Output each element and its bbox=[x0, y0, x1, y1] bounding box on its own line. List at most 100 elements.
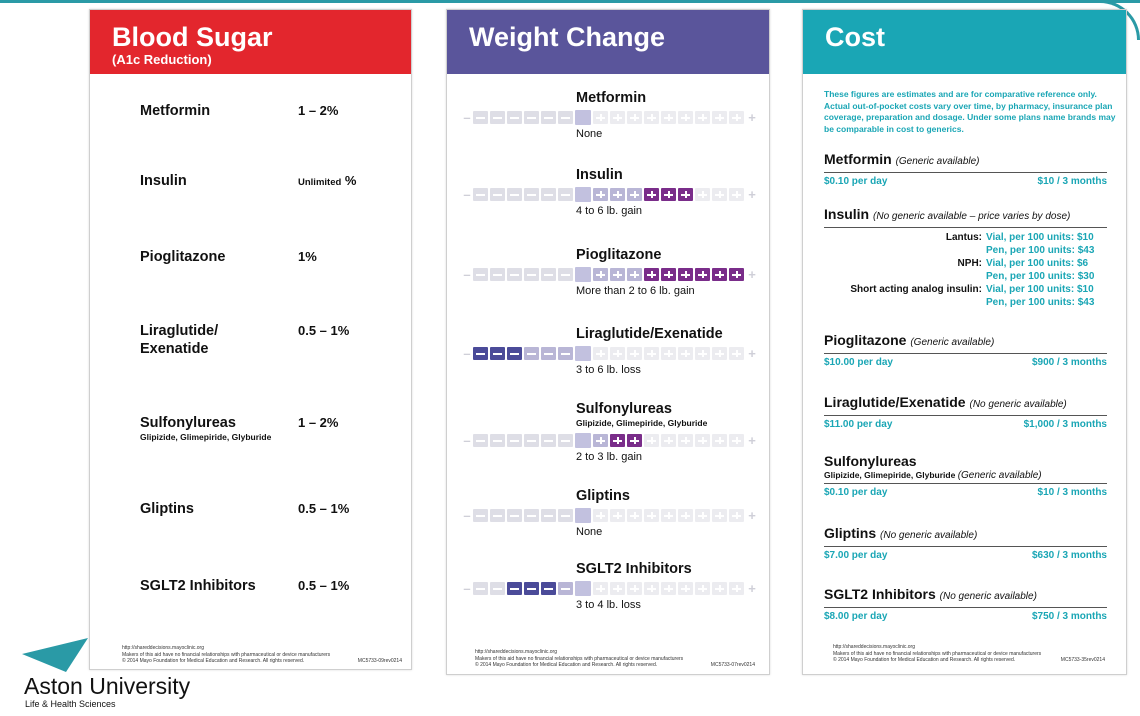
cost-drug-label: Pioglitazone bbox=[824, 332, 907, 348]
center-marker bbox=[575, 267, 591, 282]
minus-square bbox=[524, 268, 539, 281]
bs-value: 0.5 – 1% bbox=[298, 578, 350, 593]
cost-per-3mo: $750 / 3 months bbox=[1031, 611, 1107, 622]
aston-university-logo: Aston University Life & Health Sciences bbox=[22, 638, 212, 716]
bs-value: 1% bbox=[298, 249, 317, 264]
cost-drug-label: Gliptins bbox=[824, 525, 877, 541]
cost-row-liraglutide: Liraglutide/Exenatide (No generic availa… bbox=[824, 394, 1107, 430]
footer-code: MC5733-09rev0214 bbox=[357, 658, 402, 664]
plus-square bbox=[712, 582, 727, 595]
minus-square bbox=[541, 111, 556, 124]
plus-square bbox=[712, 188, 727, 201]
plus-square bbox=[695, 111, 710, 124]
bs-drug-name: Gliptins bbox=[140, 501, 194, 517]
bs-drug-sub: Glipizide, Glimepiride, Glyburide bbox=[140, 432, 272, 442]
minus-square bbox=[490, 268, 505, 281]
minus-square bbox=[507, 111, 522, 124]
minus-square bbox=[558, 188, 573, 201]
bs-value: 1 – 2% bbox=[298, 415, 339, 430]
cost-row-metformin: Metformin (Generic available) $0.10 per … bbox=[824, 151, 1107, 187]
insulin-row-nph: NPH: Vial, per 100 units: $6 bbox=[824, 257, 1107, 270]
bs-value-suffix: % bbox=[344, 173, 357, 188]
scale-minus-end: – bbox=[463, 187, 471, 202]
plus-square bbox=[729, 509, 744, 522]
insulin-row-short: Short acting analog insulin: Vial, per 10… bbox=[824, 283, 1107, 296]
plus-square bbox=[729, 582, 744, 595]
minus-square bbox=[541, 188, 556, 201]
weight-scale: – + bbox=[461, 187, 761, 202]
plus-square bbox=[627, 509, 642, 522]
insulin-row-lantus: Lantus: Vial, per 100 units: $10 bbox=[824, 231, 1107, 244]
cost-generic: (No generic available) bbox=[969, 399, 1067, 410]
plus-square bbox=[644, 188, 659, 201]
plus-square bbox=[610, 111, 625, 124]
scale-minus-end: – bbox=[463, 110, 471, 125]
wc-drug-name: Insulin bbox=[576, 167, 623, 183]
cost-sub-label: Glipizide, Glimepiride, Glyburide bbox=[824, 470, 956, 480]
wc-row: Liraglutide/Exenatide – +3 to 6 lb. loss bbox=[461, 325, 761, 385]
plus-square bbox=[695, 347, 710, 360]
plus-square bbox=[712, 268, 727, 281]
bs-drug-name-line1: Liraglutide/ bbox=[140, 323, 219, 339]
footer-code: MC5733-07rev0214 bbox=[710, 662, 755, 668]
plus-square bbox=[678, 509, 693, 522]
scale-plus-end: + bbox=[748, 508, 756, 523]
footer-copyright: © 2014 Mayo Foundation for Medical Educa… bbox=[833, 657, 1016, 663]
plus-square bbox=[729, 111, 744, 124]
cost-per-day: $11.00 per day bbox=[824, 419, 893, 430]
weight-scale: – + bbox=[461, 267, 761, 282]
plus-square bbox=[661, 434, 676, 447]
bs-value: 0.5 – 1% bbox=[298, 323, 350, 338]
footer-disclaimer: Makers of this aid have no financial rel… bbox=[475, 655, 684, 662]
plus-square bbox=[661, 347, 676, 360]
wc-change-desc: 2 to 3 lb. gain bbox=[576, 451, 643, 463]
cost-prices: $0.10 per day $10 / 3 months bbox=[824, 487, 1107, 498]
cost-drug-name: Metformin (Generic available) bbox=[824, 151, 1107, 170]
cost-divider bbox=[824, 172, 1107, 173]
wc-row: SGLT2 Inhibitors – +3 to 4 lb. loss bbox=[461, 560, 761, 620]
minus-square bbox=[558, 582, 573, 595]
plus-square bbox=[729, 188, 744, 201]
weight-scale: – + bbox=[461, 110, 761, 125]
blood-sugar-footer: http://shareddecisions.mayoclinic.org Ma… bbox=[122, 645, 402, 665]
insulin-type: Short acting analog insulin: bbox=[850, 284, 982, 295]
wc-drug-name: Pioglitazone bbox=[576, 247, 662, 263]
blood-sugar-title: Blood Sugar bbox=[112, 22, 273, 52]
wc-change-desc: 4 to 6 lb. gain bbox=[576, 205, 643, 217]
cost-generic: (Generic available) bbox=[910, 337, 995, 348]
minus-square bbox=[490, 509, 505, 522]
plus-square bbox=[593, 268, 608, 281]
cost-prices: $8.00 per day $750 / 3 months bbox=[824, 611, 1107, 622]
plus-square bbox=[695, 188, 710, 201]
plus-square bbox=[593, 509, 608, 522]
wc-drug-name: Sulfonylureas bbox=[576, 401, 672, 417]
minus-square bbox=[541, 347, 556, 360]
plus-square bbox=[627, 188, 642, 201]
scale-plus-end: + bbox=[748, 346, 756, 361]
weight-scale: – + bbox=[461, 581, 761, 596]
wc-change-desc: 3 to 6 lb. loss bbox=[576, 364, 641, 376]
minus-square bbox=[507, 582, 522, 595]
cost-per-day: $0.10 per day bbox=[824, 176, 888, 187]
cost-divider bbox=[824, 483, 1107, 484]
minus-square bbox=[558, 434, 573, 447]
weight-change-header: Weight Change bbox=[447, 10, 769, 74]
cost-per-day: $8.00 per day bbox=[824, 611, 888, 622]
plus-square bbox=[610, 347, 625, 360]
weight-change-card: Weight Change Metformin – + None Insulin – +4 … bbox=[446, 9, 770, 675]
wc-change-desc: None bbox=[576, 526, 603, 538]
cost-row-sulfonylureas: Sulfonylureas Glipizide, Glimepiride, Gl… bbox=[824, 453, 1107, 498]
plus-square bbox=[678, 268, 693, 281]
aston-triangle-icon bbox=[22, 638, 88, 672]
cost-drug-name: Liraglutide/Exenatide (No generic availa… bbox=[824, 394, 1107, 413]
cost-prices: $10.00 per day $900 / 3 months bbox=[824, 357, 1107, 368]
insulin-type: NPH: bbox=[957, 258, 982, 269]
plus-square bbox=[712, 347, 727, 360]
cost-per-3mo: $900 / 3 months bbox=[1031, 357, 1107, 368]
blood-sugar-header: Blood Sugar (A1c Reduction) bbox=[90, 10, 411, 74]
plus-square bbox=[644, 268, 659, 281]
plus-square bbox=[644, 509, 659, 522]
cost-title: Cost bbox=[825, 22, 885, 52]
minus-square bbox=[490, 582, 505, 595]
plus-square bbox=[593, 582, 608, 595]
